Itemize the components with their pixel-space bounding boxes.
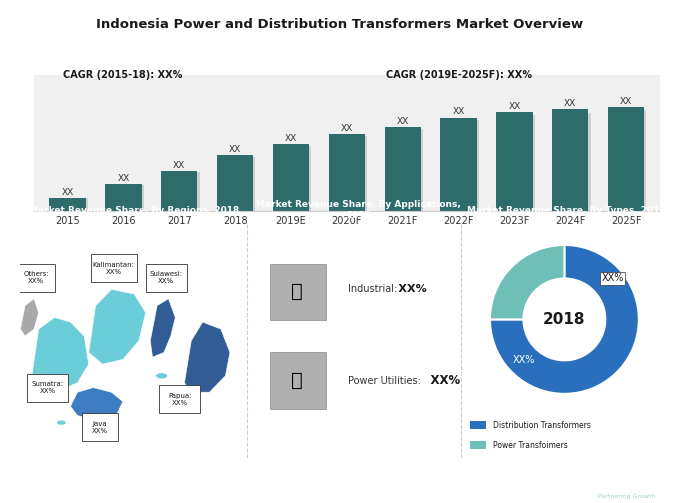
Bar bbox=[552, 110, 588, 211]
Bar bbox=[498, 115, 534, 211]
Text: Sulawesi:
XX%: Sulawesi: XX% bbox=[150, 271, 183, 284]
Text: Power Transfoimers: Power Transfoimers bbox=[494, 441, 568, 450]
FancyBboxPatch shape bbox=[27, 374, 68, 401]
Bar bbox=[470, 441, 486, 449]
FancyBboxPatch shape bbox=[269, 264, 326, 320]
Text: Sumatra:
XX%: Sumatra: XX% bbox=[32, 381, 64, 394]
Text: Indonesia Power and Distribution Transformers Market Overview: Indonesia Power and Distribution Transfo… bbox=[97, 18, 583, 31]
Text: XX: XX bbox=[173, 161, 186, 170]
Text: XX: XX bbox=[620, 97, 632, 106]
Bar bbox=[554, 113, 591, 211]
Bar bbox=[50, 198, 86, 211]
Bar bbox=[441, 118, 477, 211]
Text: 🏭: 🏭 bbox=[290, 282, 303, 301]
Polygon shape bbox=[20, 299, 39, 336]
Text: XX: XX bbox=[285, 134, 297, 143]
Wedge shape bbox=[490, 245, 639, 394]
Text: Copyright 2019. Reproduction is forbidden unless authorized. All rights reserved: Copyright 2019. Reproduction is forbidde… bbox=[130, 485, 441, 493]
Bar bbox=[107, 185, 143, 211]
Polygon shape bbox=[150, 299, 175, 357]
Text: Power Utilities:: Power Utilities: bbox=[348, 376, 424, 385]
Bar bbox=[161, 171, 197, 211]
Polygon shape bbox=[71, 387, 123, 421]
Bar bbox=[275, 146, 311, 211]
Bar bbox=[443, 120, 479, 211]
Bar bbox=[217, 155, 253, 211]
FancyBboxPatch shape bbox=[146, 264, 187, 292]
FancyBboxPatch shape bbox=[18, 264, 54, 292]
Text: 🏠: 🏠 bbox=[290, 371, 303, 390]
Text: Papua:
XX%: Papua: XX% bbox=[168, 393, 192, 406]
Text: Market Revenue Share, By Applications,
2018: Market Revenue Share, By Applications, 2… bbox=[256, 200, 461, 220]
Text: Market Revenue Share, By Regions, 2018: Market Revenue Share, By Regions, 2018 bbox=[29, 206, 239, 214]
Bar bbox=[384, 127, 421, 211]
Ellipse shape bbox=[156, 373, 167, 379]
Text: XX: XX bbox=[564, 100, 577, 109]
Text: Kalimantan:
XX%: Kalimantan: XX% bbox=[92, 262, 135, 275]
Polygon shape bbox=[88, 289, 146, 364]
Text: Java
XX%: Java XX% bbox=[92, 421, 108, 434]
Text: Market Revenues, 2015-2025F ($ Million): Market Revenues, 2015-2025F ($ Million) bbox=[226, 57, 454, 66]
Bar bbox=[163, 173, 200, 211]
Text: XX%: XX% bbox=[348, 374, 460, 387]
FancyBboxPatch shape bbox=[91, 254, 137, 282]
Bar bbox=[387, 129, 423, 211]
Polygon shape bbox=[184, 322, 230, 392]
Bar bbox=[331, 136, 367, 211]
Text: 6W: 6W bbox=[598, 478, 621, 491]
Ellipse shape bbox=[57, 421, 66, 425]
Polygon shape bbox=[32, 317, 88, 392]
Text: XX: XX bbox=[117, 175, 129, 184]
Text: Others:
XX%: Others: XX% bbox=[24, 271, 49, 284]
Text: XX: XX bbox=[396, 117, 409, 126]
Text: XX%: XX% bbox=[602, 274, 624, 284]
Text: CAGR (2015-18): XX%: CAGR (2015-18): XX% bbox=[63, 70, 182, 80]
Bar bbox=[273, 144, 309, 211]
Text: Partnering Growth: Partnering Growth bbox=[598, 493, 656, 498]
FancyBboxPatch shape bbox=[82, 413, 118, 441]
FancyBboxPatch shape bbox=[269, 353, 326, 408]
Text: Industrial:: Industrial: bbox=[348, 284, 401, 294]
Bar bbox=[219, 157, 256, 211]
Bar bbox=[470, 421, 486, 429]
Bar bbox=[608, 107, 644, 211]
Bar bbox=[496, 112, 532, 211]
Bar bbox=[610, 110, 647, 211]
Text: Distribution Transformers: Distribution Transformers bbox=[494, 421, 592, 430]
Wedge shape bbox=[490, 245, 564, 319]
Text: XX: XX bbox=[452, 108, 464, 116]
Bar bbox=[52, 198, 88, 211]
Text: XX%: XX% bbox=[348, 284, 427, 294]
Text: XX%: XX% bbox=[512, 355, 534, 365]
Text: XX: XX bbox=[61, 188, 73, 197]
Text: XX: XX bbox=[229, 145, 241, 154]
FancyBboxPatch shape bbox=[159, 385, 201, 413]
Text: XX: XX bbox=[508, 102, 520, 111]
Bar bbox=[105, 185, 141, 211]
Text: CAGR (2019E-2025F): XX%: CAGR (2019E-2025F): XX% bbox=[386, 70, 532, 80]
Text: 2018: 2018 bbox=[543, 312, 585, 327]
Text: XX: XX bbox=[341, 124, 353, 132]
Text: Market Revenue Share, By Types, 2018: Market Revenue Share, By Types, 2018 bbox=[466, 206, 666, 214]
Bar bbox=[328, 134, 365, 211]
